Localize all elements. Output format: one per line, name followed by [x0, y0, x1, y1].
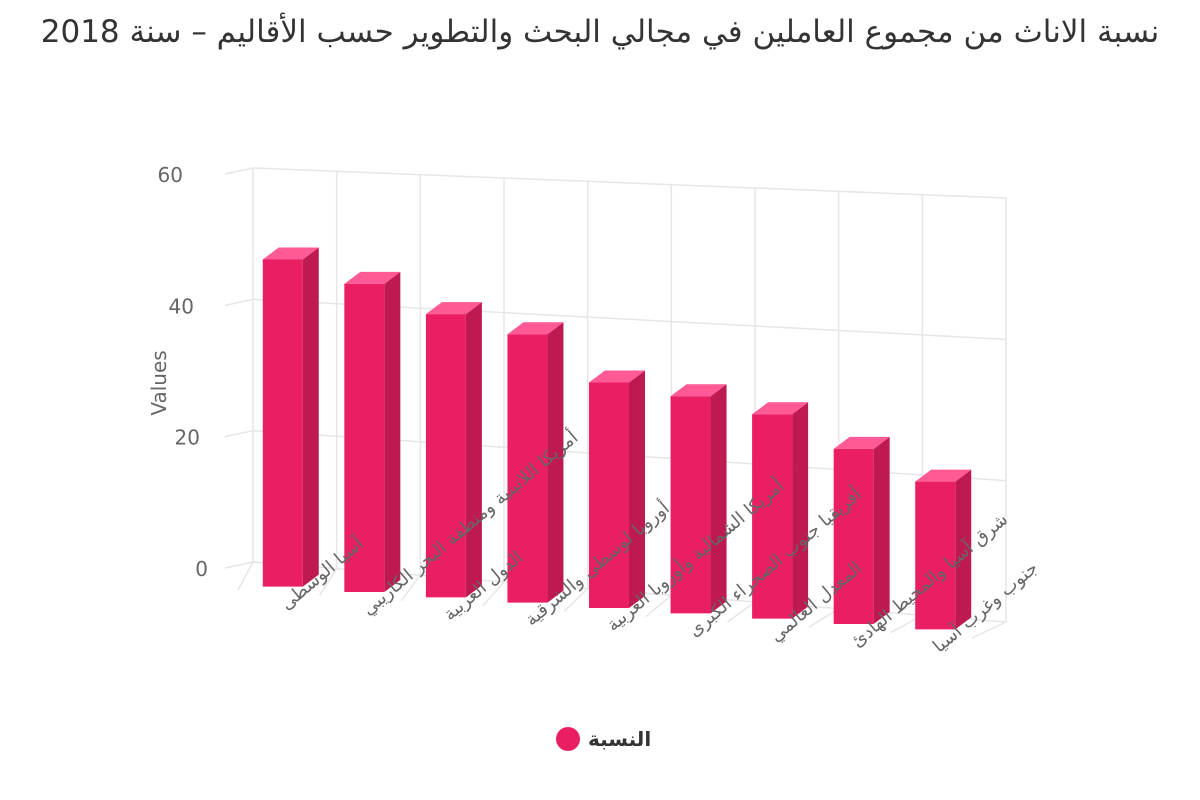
bar-front [262, 259, 303, 587]
legend-label: النسبة [588, 727, 652, 751]
gridline-tick [224, 298, 254, 307]
floor-line [237, 561, 254, 591]
bar-side [302, 247, 319, 587]
floor-line [645, 594, 672, 618]
y-tick-label: 0 [195, 557, 208, 581]
bar-side [547, 322, 564, 603]
bar-layer [262, 247, 972, 630]
bar[interactable] [507, 322, 564, 603]
bar-front [344, 283, 385, 592]
bar-front [507, 334, 548, 603]
bar[interactable] [425, 302, 482, 598]
bar-side [465, 302, 482, 598]
floor-line [318, 568, 338, 596]
bar-top [752, 402, 809, 415]
bar-front [670, 396, 711, 614]
bar-top [833, 436, 890, 449]
bar[interactable] [262, 247, 319, 587]
bar[interactable] [589, 370, 645, 608]
bar-side [710, 384, 727, 614]
bar-side [955, 469, 972, 630]
floor-line [971, 621, 1007, 639]
bar-top [915, 469, 972, 482]
bar-top [507, 322, 564, 335]
bar-side [629, 370, 645, 608]
floor-line [563, 588, 589, 612]
bar-front [589, 382, 629, 608]
y-axis-title: Values [147, 350, 171, 415]
floor-line [400, 574, 421, 602]
y-tick-label: 20 [175, 426, 200, 450]
bar-top [425, 302, 482, 315]
chart-title: نسبة الاناث من مجموع العاملين في مجالي ا… [40, 14, 1160, 50]
bar-side [384, 271, 401, 592]
y-tick-label: 60 [158, 163, 183, 187]
bar-top [670, 384, 727, 397]
y-tick-label: 40 [169, 294, 194, 318]
bar[interactable] [833, 436, 890, 624]
gridline-tick [224, 561, 254, 569]
floor-line [726, 601, 756, 623]
legend[interactable]: النسبة [556, 724, 651, 754]
bar[interactable] [915, 469, 972, 630]
floor-line [482, 581, 505, 607]
bar-front [425, 314, 466, 598]
gridline-tick [224, 429, 254, 438]
bar[interactable] [344, 271, 401, 592]
bar-front [915, 481, 956, 630]
bar-front [752, 414, 793, 619]
bar-side [792, 402, 809, 619]
bar-top [589, 370, 645, 383]
bar[interactable] [752, 402, 809, 619]
bar[interactable] [670, 384, 727, 614]
bar-front [833, 448, 874, 624]
bar-side [873, 436, 890, 624]
gridline-h [252, 167, 1007, 199]
bar-top [344, 271, 401, 284]
bar-top [262, 247, 319, 260]
legend-swatch [556, 727, 580, 751]
gridline-tick [224, 167, 254, 175]
